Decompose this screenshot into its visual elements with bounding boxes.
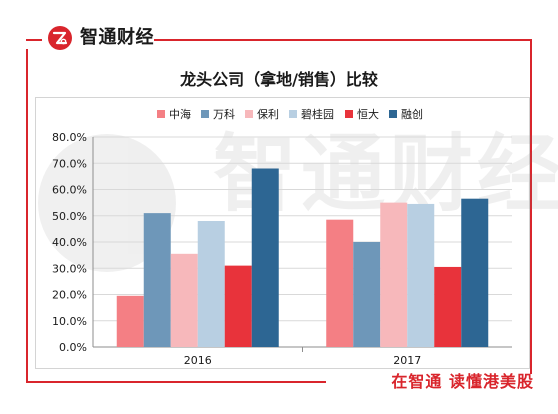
y-tick-label: 0.0% [59, 341, 87, 354]
legend-swatch [201, 110, 209, 118]
bar [407, 203, 435, 347]
x-tick-label: 2017 [393, 354, 421, 367]
frame-top-left-stub [26, 39, 42, 41]
frame-right-line [530, 39, 532, 382]
y-tick-label: 80.0% [52, 131, 87, 144]
brand-mark-icon [48, 26, 72, 50]
legend: 中海 万科 保利 碧桂园 恒大 融创 [157, 107, 423, 121]
y-tick-label: 70.0% [52, 157, 87, 170]
bar [170, 253, 198, 347]
brand-name: 智通财经 [80, 27, 154, 48]
legend-label: 保利 [257, 107, 279, 121]
x-axis-ticks: 2016 2017 [184, 354, 422, 367]
legend-swatch [289, 110, 297, 118]
y-tick-label: 20.0% [52, 289, 87, 302]
brand-logo: 智通财经 [48, 26, 154, 50]
frame-left-line [26, 49, 28, 383]
bar [326, 219, 354, 347]
y-tick-label: 10.0% [52, 315, 87, 328]
bar [224, 265, 252, 347]
y-tick-label: 50.0% [52, 210, 87, 223]
legend-swatch [157, 110, 165, 118]
frame-top-line [154, 39, 532, 41]
bar [116, 295, 144, 347]
bar [434, 266, 462, 347]
bars [116, 168, 489, 347]
chart-title: 龙头公司（拿地/销售）比较 [180, 70, 378, 89]
y-axis-ticks: 0.0% 10.0% 20.0% 30.0% 40.0% 50.0% 60.0% 70.0% 8… [52, 131, 87, 354]
frame-bottom-line [26, 381, 326, 383]
legend-label: 融创 [401, 108, 423, 121]
legend-label: 恒大 [357, 107, 379, 121]
bar [197, 221, 225, 347]
legend-swatch [389, 110, 397, 118]
legend-label: 万科 [213, 107, 235, 121]
footer-slogan: 在智通 读懂港美股 [385, 374, 540, 390]
bar [353, 242, 381, 347]
bar [143, 213, 171, 347]
y-tick-label: 40.0% [52, 236, 87, 249]
legend-label: 碧桂园 [301, 107, 334, 121]
x-tick-label: 2016 [184, 354, 212, 367]
y-tick-label: 60.0% [52, 184, 87, 197]
bar [251, 168, 279, 347]
y-tick-label: 30.0% [52, 262, 87, 275]
legend-label: 中海 [169, 107, 191, 121]
bar [380, 202, 408, 347]
legend-swatch [245, 110, 253, 118]
bar [461, 198, 489, 347]
legend-swatch [345, 110, 353, 118]
